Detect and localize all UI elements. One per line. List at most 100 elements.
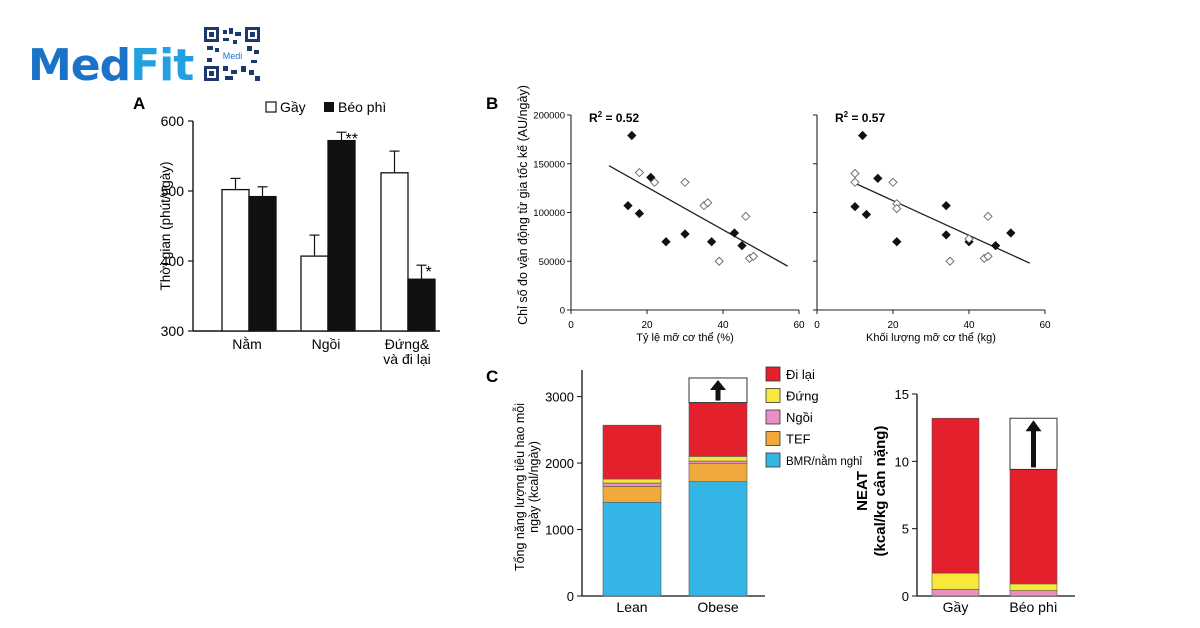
panel-a-bar-gay: [380, 172, 409, 332]
stacked-segment-walk: [688, 402, 748, 457]
data-point-open: [892, 203, 902, 214]
r2-value: = 0.52: [602, 111, 639, 125]
gap-arrow-head: [1025, 420, 1042, 432]
panel-a-y-tick-label: 400: [161, 253, 185, 269]
legend-label-gay: Gầy: [280, 99, 306, 115]
stacked-segment-sit: [602, 482, 662, 487]
panel-b-r2-label: R2 = 0.57: [835, 110, 885, 125]
panel-c-category-label: Béo phì: [1009, 599, 1057, 615]
data-point-filled: [680, 229, 690, 239]
data-point-open: [983, 251, 993, 262]
legend-swatch-tef: [765, 431, 781, 446]
data-point-open: [748, 251, 759, 262]
data-point-filled: [873, 173, 883, 184]
legend-label-walk: Đi lại: [786, 367, 815, 382]
panel-label-a: A: [133, 94, 145, 113]
panel-b-x-axis-label: Khối lượng mỡ cơ thể (kg): [866, 332, 996, 344]
panel-b-x-tick-label: 20: [641, 320, 653, 331]
legend-label-bmr: BMR/nằm nghỉ: [786, 455, 863, 468]
data-point-open: [983, 211, 993, 222]
legend-swatch-gay: [265, 101, 277, 113]
panel-b-y-axis-label: Chỉ số đo vận động từ gia tốc kế (AU/ngà…: [516, 85, 530, 325]
panel-label-c: C: [486, 367, 498, 386]
panel-a-significance: *: [426, 264, 432, 281]
panel-c2-y-axis-label: (kcal/kg cân nặng): [872, 426, 889, 557]
stacked-segment-bmr: [602, 501, 662, 597]
panel-a-category-label: Nằm: [232, 336, 262, 352]
panel-a-bar-beo-phi: [407, 278, 436, 332]
panel-b-x-tick-label: 60: [793, 320, 805, 331]
data-point-filled: [729, 228, 740, 238]
panel-a-y-axis-label: Thời gian (phút/ngày): [158, 162, 173, 291]
data-point-filled: [646, 172, 656, 183]
panel-b-y-tick-label: 0: [560, 306, 565, 317]
panel-c2-y-axis-label: NEAT: [854, 471, 871, 511]
stacked-segment-tef: [688, 463, 748, 482]
data-point-open: [850, 177, 860, 187]
stacked-segment-sit: [688, 460, 748, 465]
data-point-filled: [623, 201, 633, 211]
stacked-segment-sit: [1009, 590, 1058, 597]
panel-c-y-tick-label: 10: [895, 454, 909, 469]
panel-c-y-tick-label: 5: [902, 522, 909, 537]
panel-c-y-tick-label: 2000: [545, 456, 574, 471]
medfit-logo: MedFit: [28, 40, 194, 91]
data-point-open: [634, 167, 645, 178]
panel-c-y-tick-label: 1000: [545, 523, 574, 538]
panel-b-x-tick-label: 0: [568, 320, 574, 331]
data-point-open: [714, 256, 724, 266]
panel-c-category-label: Lean: [616, 599, 647, 615]
legend-swatch-stand: [765, 388, 781, 403]
panel-b-x-tick-label: 20: [887, 320, 899, 331]
stacked-segment-stand: [602, 478, 662, 484]
r2-value: = 0.57: [848, 111, 885, 125]
data-point-filled: [850, 202, 860, 212]
data-point-filled: [634, 208, 645, 219]
panel-b-x-tick-label: 40: [963, 320, 975, 331]
panel-label-b: B: [486, 94, 498, 113]
legend-label-sit: Ngồi: [786, 410, 813, 425]
data-point-filled: [661, 237, 671, 247]
panel-b-y-tick-label: 150000: [533, 159, 565, 170]
panel-b-y-tick-label: 100000: [533, 208, 565, 219]
stacked-segment-walk: [602, 424, 662, 480]
data-point-open: [945, 256, 955, 266]
stacked-segment-sit: [931, 588, 980, 597]
legend-swatch-walk: [765, 366, 781, 382]
panel-a-category-label: và đi lại: [383, 351, 430, 367]
data-point-filled: [990, 241, 1001, 251]
stacked-segment-walk: [931, 417, 980, 574]
panel-b-r2-label: R2 = 0.52: [589, 110, 639, 125]
stacked-segment-walk: [1009, 469, 1058, 585]
data-point-open: [649, 177, 660, 187]
data-point-filled: [627, 130, 637, 141]
legend-swatch-beo-phi: [324, 102, 334, 112]
data-point-filled: [1006, 228, 1016, 238]
panel-c-y-axis-label: Tổng năng lượng tiêu hao mỗi: [512, 403, 527, 571]
panel-c-y-axis-label: ngày (kcal/ngày): [527, 441, 541, 533]
data-point-filled: [706, 237, 717, 247]
data-point-filled: [941, 201, 951, 211]
panel-b-x-tick-label: 0: [814, 320, 820, 331]
data-point-filled: [861, 209, 872, 220]
panel-b-x-tick-label: 40: [717, 320, 729, 331]
panel-b-y-tick-label: 50000: [539, 257, 565, 268]
panel-a-y-tick-label: 600: [161, 113, 185, 129]
stacked-segment-bmr: [688, 481, 748, 597]
data-point-open: [703, 198, 713, 208]
data-point-open: [964, 234, 974, 244]
panel-a-bar-gay: [300, 255, 329, 332]
panel-c-y-tick-label: 3000: [545, 390, 574, 405]
r2-superscript: 2: [598, 110, 603, 119]
data-point-open: [741, 211, 751, 222]
data-point-open: [888, 177, 898, 187]
panel-b-x-tick-label: 60: [1039, 320, 1051, 331]
panel-b-fit-line: [854, 182, 1031, 264]
r2-symbol: R: [589, 111, 598, 125]
panel-a-category-label: Ngồi: [312, 336, 341, 352]
panel-c-y-tick-label: 0: [567, 589, 574, 604]
panel-a-bar-beo-phi: [327, 139, 356, 332]
panel-b-fit-line: [608, 165, 788, 267]
panel-a-bar-beo-phi: [248, 195, 277, 332]
